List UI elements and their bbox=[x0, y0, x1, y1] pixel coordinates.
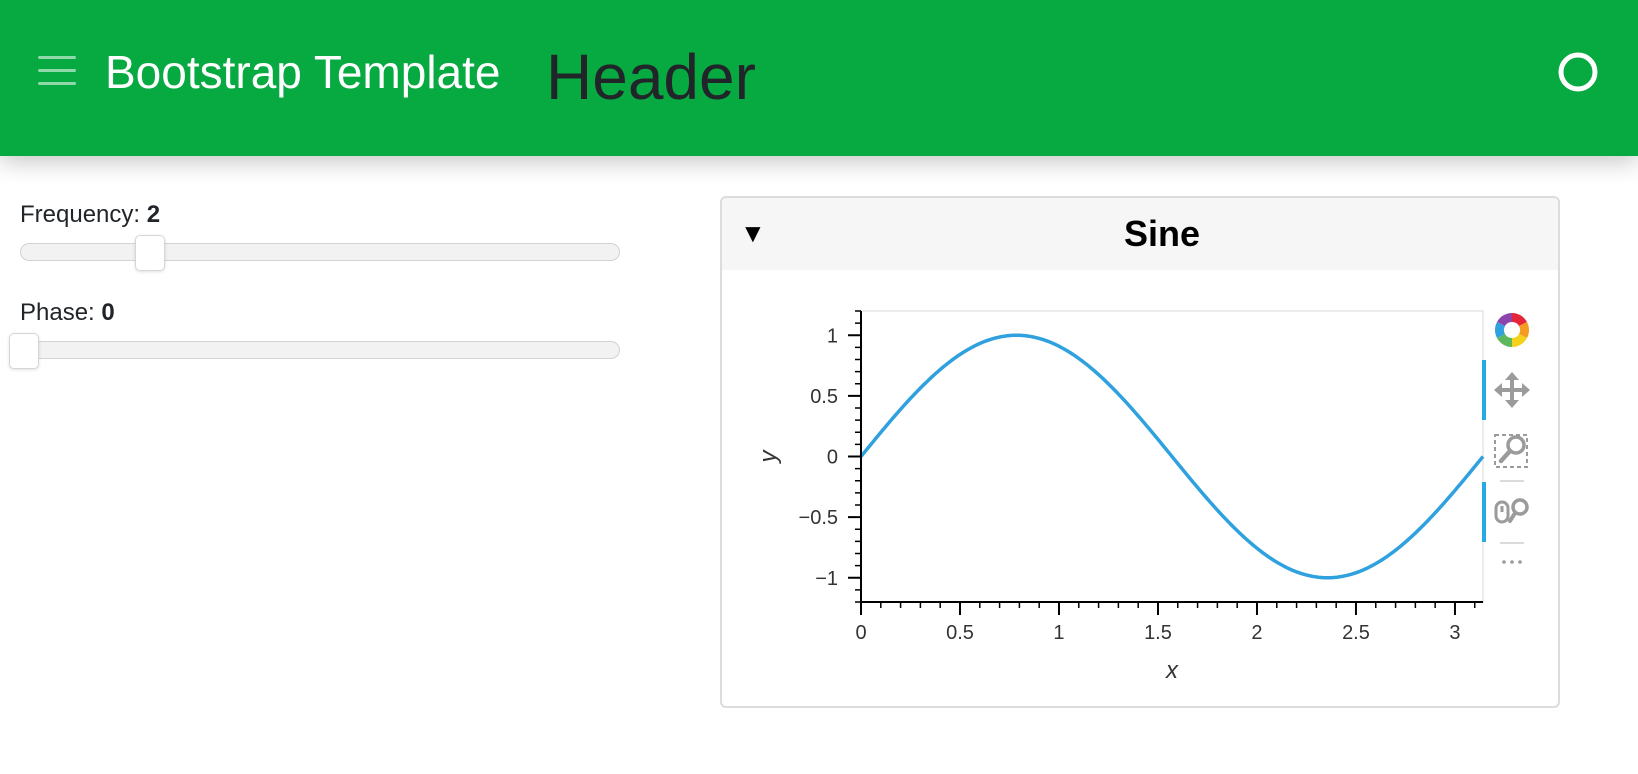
bokeh-logo-icon[interactable] bbox=[1492, 310, 1532, 350]
sine-line bbox=[859, 333, 1485, 580]
card-header: ▼ Sine bbox=[722, 198, 1558, 270]
y-tick-label: 1 bbox=[827, 325, 838, 347]
x-tick-label: 0 bbox=[855, 622, 866, 644]
page-header: Header bbox=[546, 41, 756, 113]
y-tick-label: −1 bbox=[815, 568, 838, 590]
x-tick-label: 1 bbox=[1053, 622, 1064, 644]
app-header: Bootstrap Template Header bbox=[0, 0, 1638, 156]
phase-label-text: Phase: bbox=[20, 299, 102, 326]
x-tick-label: 2.5 bbox=[1342, 622, 1370, 644]
more-icon[interactable] bbox=[1492, 550, 1532, 574]
x-tick-label: 1.5 bbox=[1144, 622, 1172, 644]
frequency-label: Frequency: 2 bbox=[20, 200, 620, 230]
box-zoom-icon[interactable] bbox=[1492, 430, 1532, 470]
phase-slider-widget: Phase: 0 bbox=[9, 298, 620, 369]
phase-value: 0 bbox=[101, 299, 115, 326]
phase-slider[interactable] bbox=[9, 333, 620, 369]
theme-toggle-icon[interactable] bbox=[1556, 50, 1600, 94]
y-axis-label: y bbox=[755, 449, 782, 465]
hamburger-menu-icon[interactable] bbox=[34, 50, 82, 90]
x-tick-label: 2 bbox=[1251, 622, 1262, 644]
phase-slider-handle[interactable] bbox=[9, 333, 39, 369]
x-tick-label: 3 bbox=[1449, 622, 1460, 644]
frequency-slider-handle[interactable] bbox=[135, 235, 165, 271]
wheel-zoom-active-indicator bbox=[1482, 482, 1486, 542]
pan-active-indicator bbox=[1482, 360, 1486, 420]
frequency-value: 2 bbox=[146, 201, 161, 228]
x-tick-label: 0.5 bbox=[946, 622, 974, 644]
frequency-slider[interactable] bbox=[20, 235, 620, 271]
wheel-zoom-icon[interactable] bbox=[1492, 490, 1532, 530]
frequency-label-text: Frequency: bbox=[20, 201, 147, 228]
x-axis-label: x bbox=[1165, 657, 1179, 684]
y-tick-label: −0.5 bbox=[799, 507, 838, 529]
collapse-toggle-icon[interactable]: ▼ bbox=[740, 218, 766, 248]
y-tick-label: 0 bbox=[827, 447, 838, 469]
frequency-slider-widget: Frequency: 2 bbox=[20, 200, 620, 271]
app-title: Bootstrap Template bbox=[105, 46, 501, 98]
phase-label: Phase: 0 bbox=[20, 298, 620, 328]
pan-icon[interactable] bbox=[1492, 370, 1532, 410]
y-tick-label: 0.5 bbox=[810, 386, 838, 408]
card-title: Sine bbox=[1123, 213, 1201, 254]
